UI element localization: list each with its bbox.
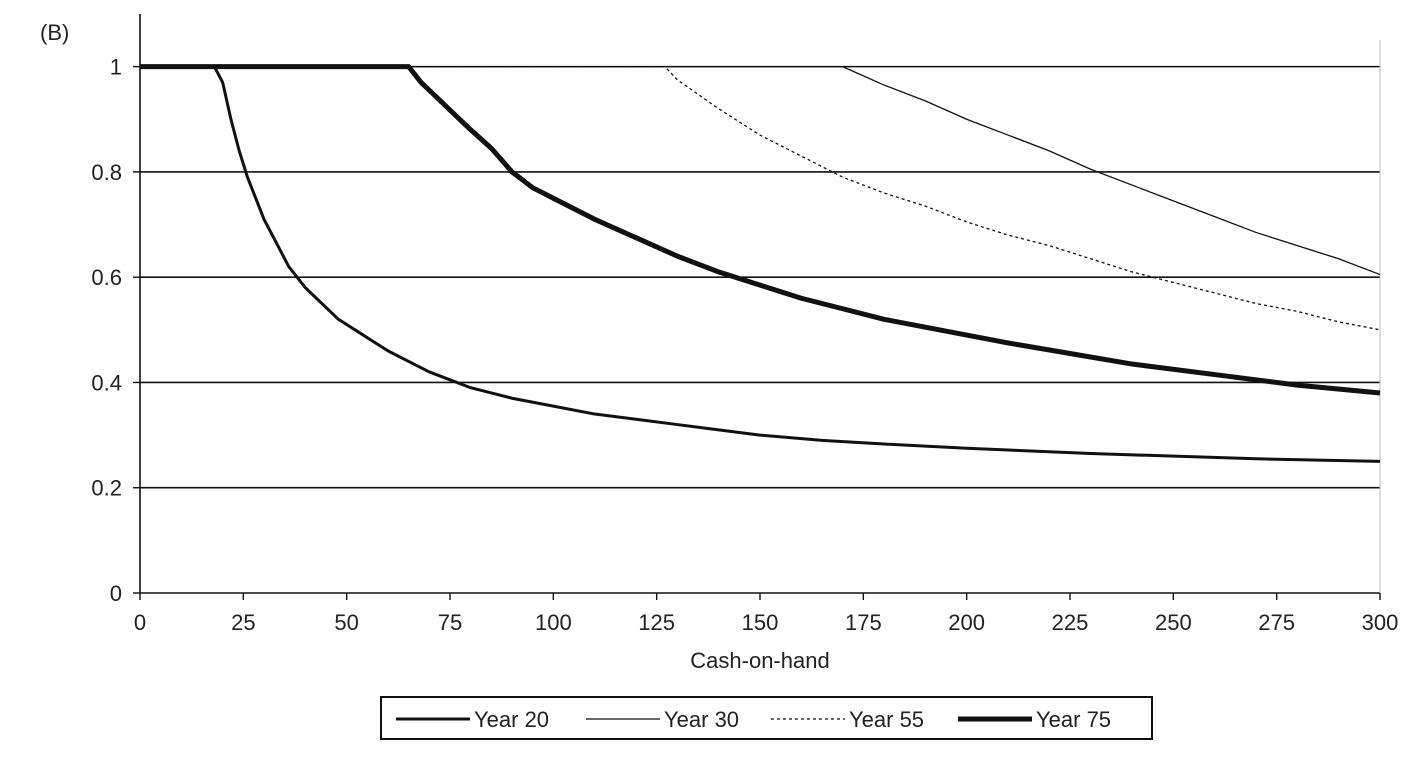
- x-axis-ticks: 0 25 50 75 100 125 150 175 200 225 250 275 300: [134, 593, 1398, 635]
- y-tick-label-0.8: 0.8: [91, 160, 122, 185]
- x-tick-label-25: 25: [231, 610, 255, 635]
- x-tick-label-250: 250: [1155, 610, 1192, 635]
- x-tick-label-225: 225: [1052, 610, 1089, 635]
- x-tick-label-175: 175: [845, 610, 882, 635]
- axes: [139, 14, 1381, 594]
- y-tick-label-1: 1: [110, 55, 122, 80]
- series-line-year-55: [140, 65, 1381, 331]
- series-line-year-30: [140, 65, 1381, 276]
- y-tick-label-0.6: 0.6: [91, 265, 122, 290]
- x-tick-label-200: 200: [948, 610, 985, 635]
- x-axis-title: Cash-on-hand: [690, 648, 829, 673]
- series-lines: [140, 64, 1381, 463]
- y-tick-label-0.4: 0.4: [91, 370, 122, 395]
- panel-label: (B): [40, 20, 69, 45]
- legend-label-year-20: Year 20: [474, 707, 549, 732]
- x-tick-label-100: 100: [535, 610, 572, 635]
- grid-lines: [140, 65, 1380, 489]
- legend-label-year-75: Year 75: [1036, 707, 1111, 732]
- legend-label-year-55: Year 55: [849, 707, 924, 732]
- series-line-year-20: [140, 65, 1381, 463]
- legend: Year 20 Year 30 Year 55 Year 75: [380, 696, 1153, 740]
- x-tick-label-0: 0: [134, 610, 146, 635]
- y-tick-label-0: 0: [110, 581, 122, 606]
- x-tick-label-125: 125: [638, 610, 675, 635]
- x-tick-label-275: 275: [1258, 610, 1295, 635]
- x-tick-label-50: 50: [334, 610, 358, 635]
- legend-label-year-30: Year 30: [664, 707, 739, 732]
- x-tick-label-300: 300: [1362, 610, 1399, 635]
- series-line-year-75: [140, 64, 1381, 396]
- y-tick-label-0.2: 0.2: [91, 476, 122, 501]
- x-tick-label-75: 75: [438, 610, 462, 635]
- y-axis-ticks: 0 0.2 0.4 0.6 0.8 1: [91, 55, 140, 606]
- x-tick-label-150: 150: [742, 610, 779, 635]
